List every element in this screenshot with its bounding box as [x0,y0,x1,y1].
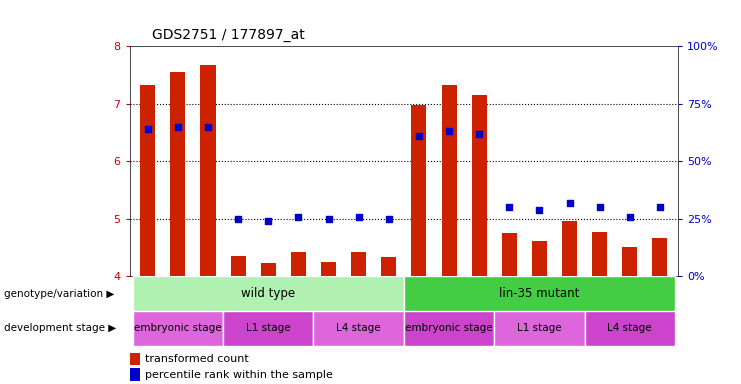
Bar [223,311,313,346]
Point [564,200,576,206]
Text: GDS2751 / 177897_at: GDS2751 / 177897_at [152,28,305,42]
Text: transformed count: transformed count [145,354,249,364]
Point [353,214,365,220]
Text: wild type: wild type [242,287,296,300]
Point [534,207,545,213]
Text: lin-35 mutant: lin-35 mutant [499,287,579,300]
Bar [351,252,366,276]
Bar [411,106,426,276]
Bar [313,311,404,346]
Bar [502,233,516,276]
Text: L1 stage: L1 stage [517,323,562,333]
Bar [404,276,675,311]
Bar [321,262,336,276]
Text: percentile rank within the sample: percentile rank within the sample [145,370,333,380]
Point [293,214,305,220]
Bar [140,84,156,276]
Bar [404,311,494,346]
Bar [494,311,585,346]
Point [654,204,666,210]
Point [322,216,334,222]
Bar [382,257,396,276]
Bar [291,252,306,276]
Bar [471,95,487,276]
Bar [170,72,185,276]
Text: embryonic stage: embryonic stage [134,323,222,333]
Bar [562,220,577,276]
Point [202,124,214,130]
Text: L4 stage: L4 stage [336,323,381,333]
Bar [442,85,456,276]
Bar [585,311,675,346]
Point [594,204,605,210]
Bar [133,311,223,346]
Point [503,204,515,210]
Text: L1 stage: L1 stage [246,323,290,333]
Bar [652,238,668,276]
Bar [261,263,276,276]
Point [383,216,395,222]
Bar [130,353,139,365]
Bar [532,241,547,276]
Bar [622,247,637,276]
Text: development stage ▶: development stage ▶ [4,323,116,333]
Point [142,126,153,132]
Text: genotype/variation ▶: genotype/variation ▶ [4,289,114,299]
Bar [133,276,404,311]
Point [473,131,485,137]
Text: L4 stage: L4 stage [608,323,652,333]
Point [624,214,636,220]
Point [443,128,455,134]
Text: embryonic stage: embryonic stage [405,323,493,333]
Bar [130,369,139,381]
Point [232,216,244,222]
Point [413,133,425,139]
Point [262,218,274,224]
Bar [592,232,607,276]
Bar [201,65,216,276]
Bar [230,257,246,276]
Point [172,124,184,130]
